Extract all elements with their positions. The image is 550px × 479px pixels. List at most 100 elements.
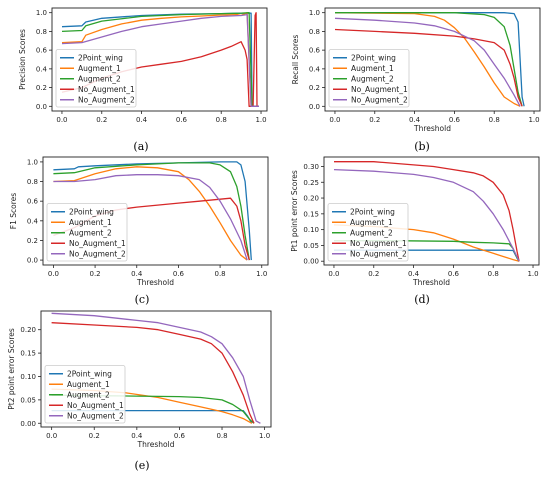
y-tick-label: 0.20 (20, 326, 36, 334)
y-tick-label: 0.2 (309, 84, 320, 92)
legend-entry: No_Augment_1 (69, 239, 126, 248)
x-tick-label: 0.4 (408, 270, 420, 278)
x-axis-label: Threshold (412, 278, 450, 287)
legend-entry: No_Augment_1 (67, 401, 124, 410)
y-tick-label: 0.4 (309, 65, 321, 73)
series-line-no-augment-2 (53, 174, 248, 261)
y-axis-label: Recall Scores (291, 35, 300, 85)
series-line-augment-2 (61, 12, 259, 107)
x-tick-label: 0.4 (136, 116, 148, 124)
legend-entry: 2Point_wing (78, 53, 123, 62)
y-tick-label: 0.2 (36, 84, 47, 92)
legend-entry: Augment_2 (351, 74, 394, 83)
legend-entry: No_Augment_2 (350, 249, 407, 258)
legend-entry: Augment_2 (78, 74, 121, 83)
x-tick-label: 0.2 (368, 270, 379, 278)
plot-frame (324, 7, 541, 112)
y-tick-label: 0.0 (309, 103, 320, 111)
x-tick-label: 0.8 (488, 270, 499, 278)
y-tick-label: 0.8 (36, 28, 47, 36)
y-tick-label: 0.10 (303, 226, 319, 234)
plot-frame (40, 310, 272, 428)
x-tick-label: 0.0 (56, 116, 67, 124)
panel-caption: (e) (134, 459, 149, 472)
y-tick-label: 0.30 (303, 163, 319, 171)
legend-entry: Augment_2 (350, 228, 393, 237)
y-tick-label: 0.4 (36, 65, 48, 73)
y-tick-label: 0.6 (27, 198, 39, 206)
legend-entry: Augment_1 (351, 64, 394, 73)
series-line-augment-2 (335, 12, 523, 107)
legend-entry: 2Point_wing (350, 207, 395, 216)
x-tick-label: 0.4 (131, 432, 143, 440)
y-tick-label: 0.15 (20, 350, 36, 358)
x-tick-label: 1.0 (528, 116, 539, 124)
series-line-augment-1 (334, 12, 521, 107)
x-tick-label: 1.0 (259, 432, 270, 440)
y-axis-label: Pt1 point error Scores (290, 170, 299, 252)
legend-entry: Augment_1 (69, 218, 112, 227)
legend-entry: No_Augment_1 (350, 239, 407, 248)
x-tick-label: 0.2 (89, 432, 100, 440)
y-tick-label: 0.00 (303, 258, 319, 266)
legend-box (46, 203, 128, 262)
y-tick-label: 0.8 (309, 28, 320, 36)
panel-caption: (b) (414, 140, 430, 153)
legend-entry: Augment_1 (350, 218, 393, 227)
x-tick-label: 0.0 (328, 270, 339, 278)
legend-box (44, 365, 126, 424)
y-tick-label: 0.20 (303, 195, 319, 203)
x-tick-label: 0.0 (46, 432, 57, 440)
x-tick-label: 0.6 (448, 270, 460, 278)
legend-box (327, 203, 409, 262)
y-tick-label: 0.15 (303, 210, 319, 218)
y-axis-label: Pt2 point error Scores (7, 328, 16, 410)
panel-caption: (a) (133, 140, 148, 153)
legend-entry: 2Point_wing (67, 369, 112, 378)
series-line-no-augment-1 (51, 322, 255, 424)
legend-entry: No_Augment_1 (78, 85, 135, 94)
x-tick-label: 0.6 (176, 116, 188, 124)
y-tick-label: 1.0 (27, 158, 38, 166)
y-tick-label: 0.6 (36, 47, 48, 55)
y-tick-label: 0.6 (309, 47, 321, 55)
series-line-augment-1 (53, 166, 248, 261)
legend-entry: Augment_1 (67, 380, 110, 389)
y-tick-label: 0.0 (27, 257, 38, 265)
series-line-no-augment-1 (334, 28, 523, 107)
x-tick-label: 0.0 (48, 270, 59, 278)
chart-c: 0.0 0.2 0.4 0.6 0.8 1.0 0.0 0.2 0.4 0.6 0.8 1.0 Thre… (9, 156, 269, 306)
x-axis-label: Threshold (413, 124, 451, 133)
y-tick-label: 0.10 (20, 373, 36, 381)
legend-entry: 2Point_wing (351, 53, 396, 62)
y-tick-label: 0.4 (27, 217, 39, 225)
x-tick-label: 0.2 (369, 116, 380, 124)
legend-entry: No_Augment_2 (67, 411, 124, 420)
panel-caption: (c) (135, 293, 150, 306)
legend-entry: Augment_2 (69, 228, 112, 237)
legend-entry: 2Point_wing (69, 207, 114, 216)
x-axis-label: Threshold (136, 278, 174, 287)
legend-entry: No_Augment_2 (351, 95, 408, 104)
y-axis-label: F1 Scores (9, 193, 18, 229)
y-tick-label: 0.25 (303, 179, 319, 187)
legend-box (328, 49, 410, 108)
series-line-no-augment-2 (334, 17, 521, 107)
chart-d: 0.0 0.2 0.4 0.6 0.8 1.0 0.00 0.05 0.10 0.15 0.20 0.… (290, 156, 540, 306)
x-tick-label: 0.6 (173, 270, 185, 278)
x-tick-label: 0.2 (96, 116, 107, 124)
y-tick-label: 1.0 (309, 9, 320, 17)
legend-entry: No_Augment_2 (69, 249, 126, 258)
x-tick-label: 0.0 (329, 116, 340, 124)
y-tick-label: 0.05 (303, 242, 319, 250)
x-tick-label: 1.0 (255, 116, 266, 124)
series-line-no-augment-2 (333, 168, 520, 262)
chart-b: 0.0 0.2 0.4 0.6 0.8 1.0 0.0 0.2 0.4 0.6 0.8 1.0 Thre… (291, 7, 541, 153)
plot-frame (323, 156, 540, 266)
